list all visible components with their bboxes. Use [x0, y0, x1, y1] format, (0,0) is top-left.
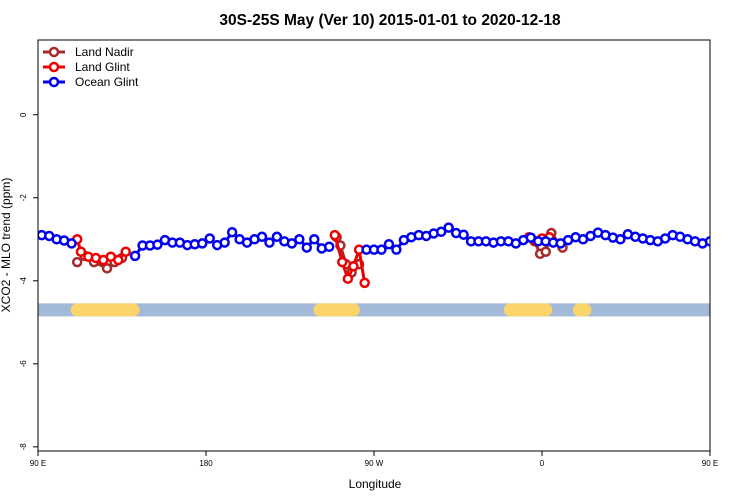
data-point: [337, 256, 348, 268]
data-point: [615, 234, 626, 245]
x-tick-label: 90 E: [702, 459, 718, 468]
legend-item-ocean-glint: Ocean Glint: [43, 75, 139, 89]
x-tick-label: 180: [199, 459, 213, 468]
data-point: [736, 248, 744, 256]
data-point: [323, 241, 335, 252]
data-point: [101, 263, 113, 274]
y-tick-label: -6: [19, 360, 28, 368]
data-point: [256, 231, 268, 243]
x-tick-label: 90 E: [30, 459, 46, 468]
data-point: [66, 238, 77, 249]
data-point: [728, 246, 736, 254]
data-point: [113, 254, 124, 266]
legend-item-land-nadir: Land Nadir: [43, 45, 134, 59]
x-tick-label: 0: [540, 459, 545, 468]
legend-item-land-glint: Land Glint: [43, 60, 130, 74]
legend-marker: [48, 46, 60, 58]
data-point: [435, 226, 447, 238]
data-point: [152, 239, 163, 250]
data-point: [264, 237, 275, 248]
data-point: [743, 250, 750, 258]
legend-label: Ocean Glint: [75, 75, 139, 89]
data-point: [443, 222, 454, 233]
data-point: [309, 234, 320, 245]
legend-label: Land Glint: [75, 60, 130, 74]
x-axis-label: Longitude: [349, 477, 402, 491]
data-point: [197, 238, 208, 249]
chart-title: 30S-25S May (Ver 10) 2015-01-01 to 2020-…: [219, 12, 561, 29]
data-series: [38, 222, 750, 289]
data-point: [129, 250, 141, 262]
data-point: [359, 277, 370, 289]
data-point: [342, 273, 354, 284]
x-tick-label: 90 W: [365, 459, 384, 468]
legend-marker: [48, 76, 60, 88]
data-point: [383, 239, 395, 250]
y-tick-label: 0: [19, 112, 28, 117]
data-point: [721, 240, 729, 248]
data-point: [204, 233, 215, 244]
data-point: [704, 236, 710, 247]
data-point: [120, 246, 131, 257]
data-point: [376, 244, 387, 255]
data-point: [540, 246, 551, 257]
data-point: [301, 242, 313, 253]
y-tick-label: -4: [19, 277, 28, 285]
data-point: [713, 235, 721, 243]
data-point: [271, 231, 283, 243]
data-point: [71, 256, 83, 268]
data-point: [219, 237, 230, 248]
data-point: [391, 244, 402, 255]
legend-marker: [48, 61, 60, 73]
y-tick-label: -2: [19, 194, 28, 202]
y-axis-label: XCO2 - MLO trend (ppm): [0, 178, 13, 313]
data-point: [458, 229, 469, 240]
data-point: [75, 246, 87, 257]
data-point: [286, 238, 298, 249]
series-ocean-glint: [38, 222, 750, 262]
data-point: [294, 234, 305, 245]
axes: 90 E 180 90 W 0 90 E 0 -2 -4 -6 -8: [19, 112, 718, 468]
legend-label: Land Nadir: [75, 45, 134, 59]
y-tick-label: -8: [19, 443, 28, 451]
plot-frame: [37, 39, 711, 452]
data-point: [348, 261, 359, 272]
data-point: [226, 226, 238, 238]
data-point: [329, 229, 341, 241]
